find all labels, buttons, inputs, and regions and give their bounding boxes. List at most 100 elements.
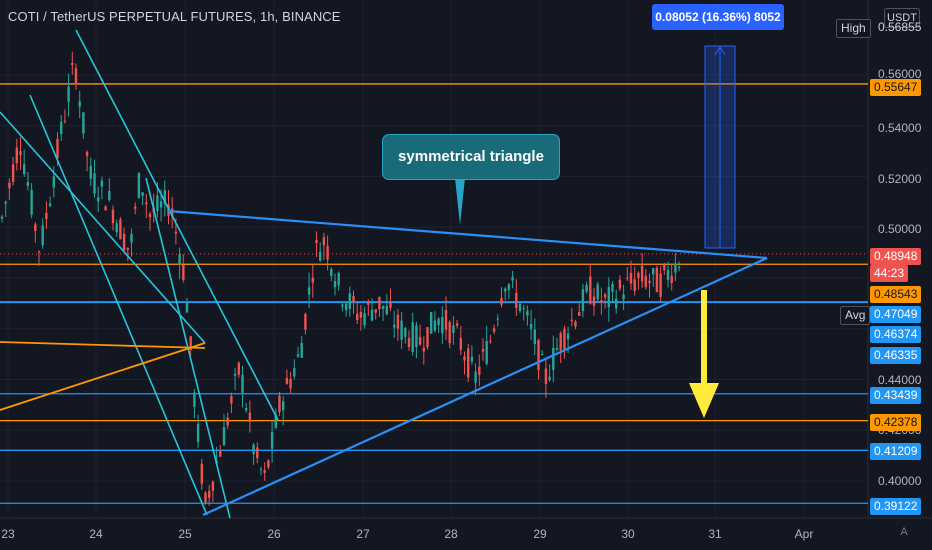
candle [82, 112, 85, 139]
candle [11, 156, 15, 186]
candle [100, 176, 104, 200]
candle [459, 326, 462, 355]
candle [252, 442, 255, 465]
candle [296, 346, 300, 358]
candle [666, 261, 670, 288]
candle [97, 186, 100, 213]
candle [640, 253, 644, 288]
candle [537, 338, 540, 380]
candle [104, 205, 107, 211]
candle [134, 202, 137, 215]
candle [352, 290, 355, 314]
candle [348, 286, 351, 317]
candle [8, 178, 11, 201]
drawings [0, 29, 768, 519]
candle [304, 312, 307, 335]
candle [52, 166, 55, 198]
pattern-annotation[interactable]: symmetrical triangle [382, 134, 560, 180]
candle [563, 325, 566, 359]
candle [370, 298, 374, 322]
candle [603, 292, 607, 309]
candle [463, 351, 466, 375]
price-tick: 0.56000 [878, 67, 922, 81]
candle [622, 284, 625, 311]
candle [555, 337, 559, 352]
candle [282, 395, 285, 426]
currency-button[interactable]: USDT [884, 8, 920, 28]
channel-line [0, 111, 206, 344]
candle [478, 354, 481, 387]
candle [208, 484, 211, 506]
candle [48, 196, 52, 208]
candle [677, 261, 681, 272]
candle [300, 336, 303, 358]
candle [211, 480, 215, 502]
candle [285, 369, 289, 385]
candle [422, 336, 425, 365]
candle [441, 306, 444, 344]
time-tick: Apr [794, 527, 814, 541]
candle [241, 365, 244, 408]
candle [278, 391, 281, 416]
measure-label: 0.08052 (16.36%) 8052 [652, 4, 784, 30]
candle [333, 273, 337, 296]
candle [426, 326, 429, 350]
candle [607, 277, 610, 322]
candle [618, 275, 622, 292]
price-label-level: 0.46374 [870, 326, 922, 343]
candle [615, 289, 618, 314]
candle [674, 253, 677, 281]
candle [122, 227, 126, 252]
countdown-label: 44:23 [870, 265, 909, 282]
candle [444, 296, 448, 340]
candle [322, 232, 326, 260]
candle [341, 302, 344, 312]
candle [492, 324, 496, 335]
candle [222, 414, 226, 446]
candle [592, 287, 596, 316]
candle [60, 115, 63, 141]
candle [400, 312, 403, 349]
candle [111, 205, 115, 231]
candle [178, 247, 181, 280]
orange-trendline [0, 341, 206, 349]
candle [330, 267, 333, 282]
price-label-level: 0.43439 [870, 387, 922, 404]
candle [237, 361, 240, 378]
channel-line [75, 29, 279, 421]
candle [411, 312, 414, 356]
candle [230, 392, 233, 413]
candle [270, 420, 274, 463]
triangle-lower-line [202, 256, 768, 517]
candle [596, 281, 599, 303]
candle [219, 445, 222, 458]
high-value: 0.56855 [878, 20, 922, 34]
candle [204, 491, 207, 505]
candle [274, 408, 277, 430]
candle [78, 90, 81, 118]
price-label-level: 0.42378 [870, 414, 922, 431]
candle [363, 306, 366, 329]
candle [389, 288, 392, 312]
candle [93, 159, 96, 198]
candle [663, 262, 666, 276]
candle [293, 359, 296, 380]
candle [659, 266, 662, 302]
time-tick: 26 [267, 527, 281, 541]
candle [407, 330, 411, 351]
candle [63, 109, 67, 124]
candle [15, 138, 18, 171]
candle [600, 287, 603, 315]
candle [633, 266, 636, 296]
candle [141, 191, 144, 206]
candle [396, 309, 400, 341]
auto-scale-button[interactable]: A [900, 526, 908, 538]
channel-line [29, 94, 208, 516]
candle [533, 318, 536, 355]
candle [85, 150, 89, 172]
price-label-level: 0.46335 [870, 347, 922, 364]
candle [119, 216, 122, 240]
annotation-pointer [455, 178, 465, 225]
candle [356, 301, 359, 324]
